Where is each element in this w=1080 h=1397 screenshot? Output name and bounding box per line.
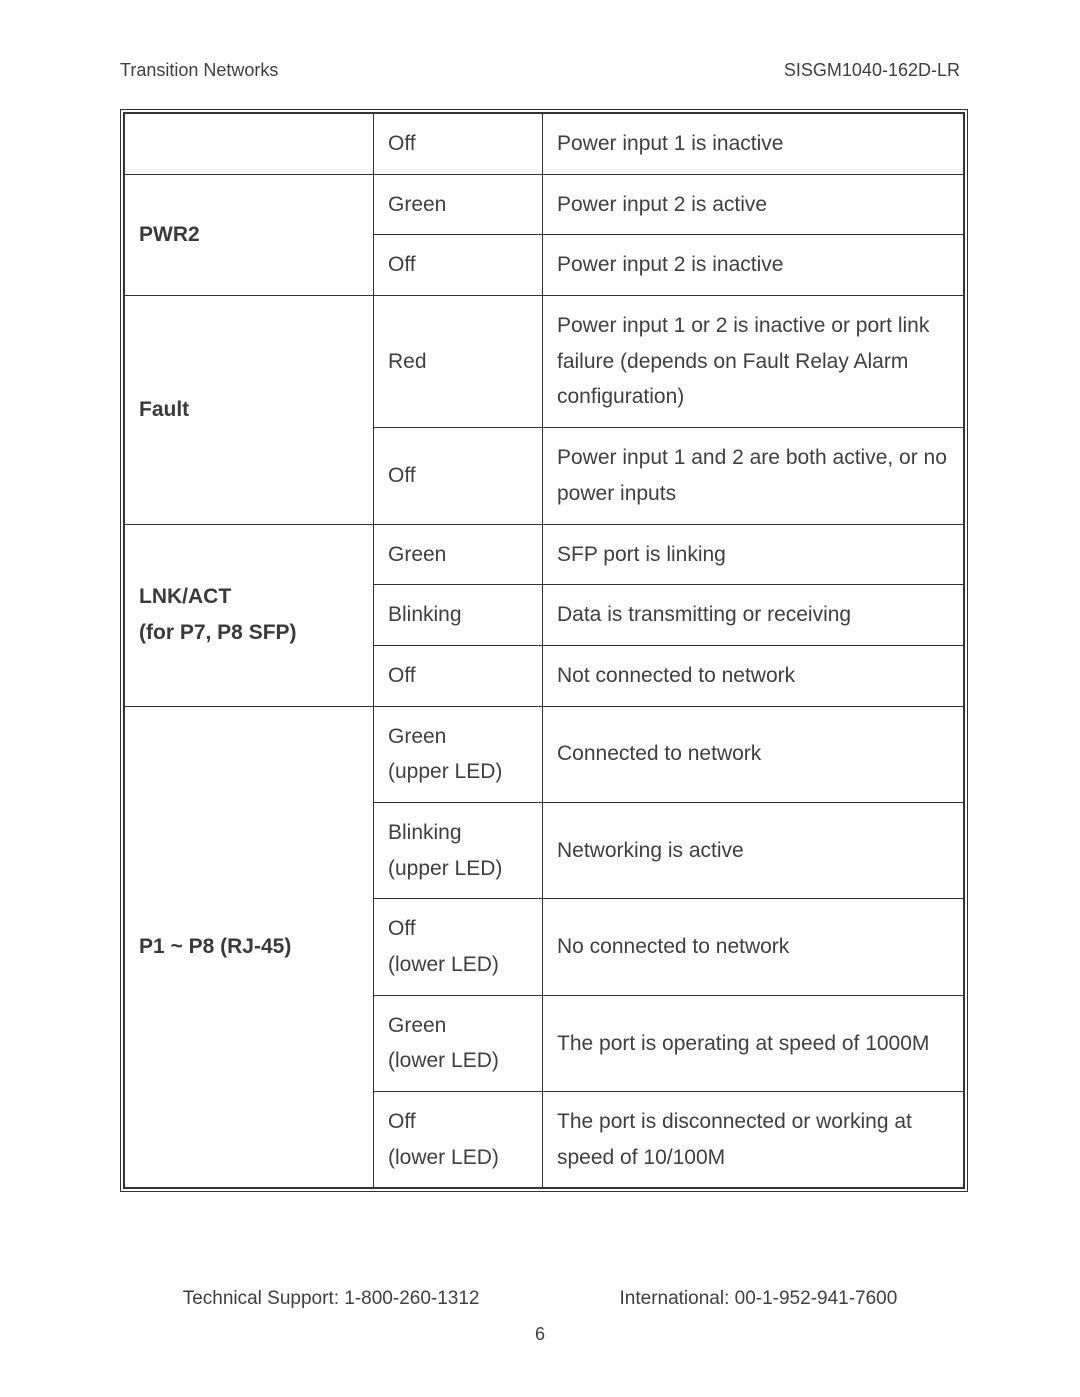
led-label-cell [125, 114, 374, 175]
page-footer: Technical Support: 1-800-260-1312 Intern… [0, 1288, 1080, 1345]
led-state-cell: Off [374, 114, 543, 175]
led-state-cell: Off [374, 235, 543, 296]
led-state-cell: Green(lower LED) [374, 995, 543, 1091]
led-desc-cell: Not connected to network [543, 645, 964, 706]
led-table-wrap: OffPower input 1 is inactivePWR2GreenPow… [120, 109, 968, 1192]
led-desc-cell: Power input 1 or 2 is inactive or port l… [543, 296, 964, 428]
led-state-cell: Blinking [374, 585, 543, 646]
led-desc-cell: Connected to network [543, 706, 964, 802]
table-row: P1 ~ P8 (RJ-45)Green(upper LED)Connected… [125, 706, 964, 802]
led-table: OffPower input 1 is inactivePWR2GreenPow… [124, 113, 964, 1188]
page-number: 6 [0, 1324, 1080, 1345]
led-state-cell: Green [374, 174, 543, 235]
page-header: Transition Networks SISGM1040-162D-LR [120, 60, 960, 81]
led-label-cell: P1 ~ P8 (RJ-45) [125, 706, 374, 1188]
footer-international: International: 00-1-952-941-7600 [620, 1288, 898, 1310]
led-desc-cell: Power input 2 is inactive [543, 235, 964, 296]
header-left: Transition Networks [120, 60, 278, 81]
led-state-cell: Green [374, 524, 543, 585]
led-desc-cell: Data is transmitting or receiving [543, 585, 964, 646]
led-desc-cell: No connected to network [543, 899, 964, 995]
led-desc-cell: Power input 1 is inactive [543, 114, 964, 175]
led-desc-cell: The port is operating at speed of 1000M [543, 995, 964, 1091]
footer-tech-support: Technical Support: 1-800-260-1312 [183, 1288, 480, 1310]
led-state-cell: Off [374, 645, 543, 706]
table-row: OffPower input 1 is inactive [125, 114, 964, 175]
led-state-cell: Off(lower LED) [374, 1092, 543, 1188]
table-row: PWR2GreenPower input 2 is active [125, 174, 964, 235]
led-state-cell: Red [374, 296, 543, 428]
table-row: FaultRedPower input 1 or 2 is inactive o… [125, 296, 964, 428]
led-state-cell: Blinking(upper LED) [374, 802, 543, 898]
led-desc-cell: The port is disconnected or working at s… [543, 1092, 964, 1188]
led-desc-cell: SFP port is linking [543, 524, 964, 585]
table-row: LNK/ACT(for P7, P8 SFP)GreenSFP port is … [125, 524, 964, 585]
led-state-cell: Green(upper LED) [374, 706, 543, 802]
led-desc-cell: Power input 1 and 2 are both active, or … [543, 428, 964, 524]
led-desc-cell: Power input 2 is active [543, 174, 964, 235]
led-label-cell: PWR2 [125, 174, 374, 295]
led-label-cell: LNK/ACT(for P7, P8 SFP) [125, 524, 374, 706]
led-label-cell: Fault [125, 296, 374, 524]
led-desc-cell: Networking is active [543, 802, 964, 898]
header-right: SISGM1040-162D-LR [784, 60, 960, 81]
led-state-cell: Off [374, 428, 543, 524]
led-state-cell: Off(lower LED) [374, 899, 543, 995]
